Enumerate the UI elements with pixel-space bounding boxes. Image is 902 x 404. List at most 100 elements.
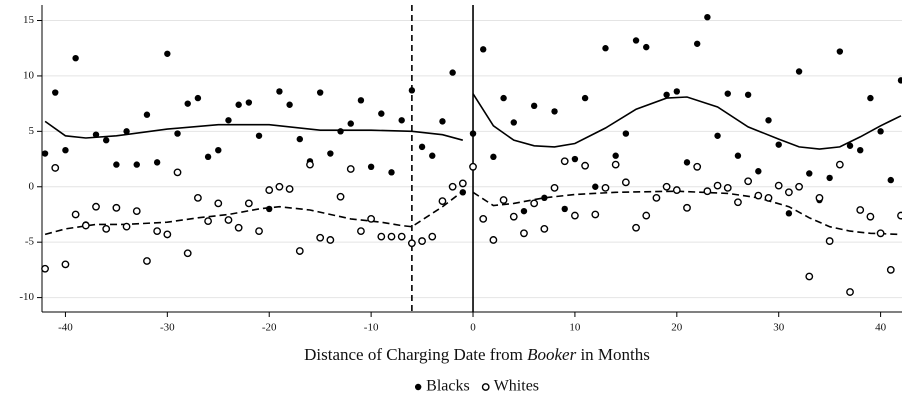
point bbox=[581, 94, 589, 102]
point bbox=[367, 215, 376, 223]
point bbox=[621, 178, 630, 187]
point bbox=[387, 232, 396, 241]
point bbox=[510, 119, 517, 126]
point bbox=[184, 100, 191, 107]
point bbox=[183, 249, 192, 258]
point bbox=[102, 224, 111, 233]
point bbox=[458, 179, 467, 188]
point bbox=[693, 40, 701, 47]
point bbox=[336, 192, 345, 201]
point bbox=[744, 91, 752, 98]
point bbox=[245, 99, 253, 106]
point bbox=[723, 183, 732, 192]
point bbox=[520, 207, 528, 215]
point bbox=[377, 232, 386, 241]
point bbox=[163, 230, 172, 239]
point bbox=[286, 101, 293, 108]
legend-label: Whites bbox=[494, 378, 539, 395]
point bbox=[418, 237, 426, 245]
y-tick-label: 5 bbox=[29, 125, 35, 137]
point bbox=[541, 194, 548, 202]
point bbox=[438, 197, 447, 206]
point bbox=[592, 183, 599, 190]
point bbox=[459, 189, 467, 196]
point bbox=[102, 137, 110, 144]
y-tick-label: 0 bbox=[29, 180, 35, 192]
y-tick-label: 10 bbox=[23, 69, 35, 81]
point bbox=[327, 150, 334, 157]
point bbox=[530, 102, 538, 110]
point bbox=[713, 181, 722, 190]
point bbox=[378, 110, 385, 117]
x-tick-label: -40 bbox=[58, 322, 73, 334]
point bbox=[122, 222, 131, 231]
point bbox=[826, 174, 833, 182]
point bbox=[41, 150, 49, 157]
x-tick-label: -20 bbox=[262, 322, 277, 334]
point bbox=[367, 163, 375, 171]
point bbox=[255, 132, 263, 139]
point bbox=[622, 130, 630, 137]
point bbox=[448, 182, 457, 191]
point bbox=[815, 193, 824, 202]
x-tick-label: 30 bbox=[773, 322, 785, 334]
point bbox=[643, 43, 650, 51]
x-axis-label: Distance of Charging Date from Booker in… bbox=[304, 345, 650, 364]
point bbox=[143, 257, 151, 265]
point bbox=[72, 54, 79, 62]
point bbox=[662, 182, 671, 191]
point bbox=[275, 182, 284, 191]
point bbox=[897, 211, 902, 220]
point bbox=[785, 210, 793, 217]
point bbox=[550, 183, 559, 192]
point bbox=[480, 46, 487, 53]
point bbox=[897, 77, 902, 84]
point bbox=[397, 232, 406, 241]
point bbox=[214, 199, 223, 208]
x-label-part: Booker bbox=[527, 345, 576, 364]
point bbox=[714, 132, 721, 139]
point bbox=[774, 181, 783, 190]
point bbox=[244, 199, 253, 208]
point bbox=[113, 161, 120, 168]
point bbox=[408, 87, 416, 94]
point bbox=[71, 210, 80, 219]
point bbox=[683, 203, 691, 212]
point bbox=[886, 265, 895, 274]
point bbox=[357, 227, 365, 235]
point bbox=[856, 206, 865, 214]
point bbox=[234, 223, 243, 232]
point bbox=[429, 152, 436, 159]
y-tick-label: -10 bbox=[19, 291, 34, 303]
point bbox=[499, 196, 508, 204]
point bbox=[672, 186, 681, 194]
point bbox=[153, 227, 162, 235]
point bbox=[724, 90, 731, 97]
point bbox=[266, 205, 273, 213]
point bbox=[571, 211, 579, 220]
legend: Blacks Whites bbox=[414, 378, 539, 395]
point bbox=[296, 135, 303, 143]
point bbox=[306, 160, 314, 169]
point bbox=[132, 207, 141, 216]
point bbox=[683, 159, 691, 166]
point bbox=[449, 69, 456, 76]
point bbox=[215, 146, 222, 154]
legend-marker bbox=[481, 383, 490, 391]
point bbox=[693, 162, 702, 171]
point bbox=[601, 183, 610, 192]
point bbox=[795, 182, 803, 191]
point bbox=[673, 88, 681, 95]
legend-label: Blacks bbox=[426, 378, 470, 395]
point bbox=[490, 153, 497, 161]
point bbox=[795, 68, 803, 75]
point bbox=[265, 186, 274, 194]
point bbox=[62, 146, 69, 154]
point bbox=[703, 187, 712, 196]
y-tick-label: -5 bbox=[25, 236, 35, 248]
point bbox=[765, 117, 772, 124]
point bbox=[632, 37, 640, 44]
point bbox=[805, 272, 814, 281]
point bbox=[194, 94, 202, 102]
point bbox=[835, 160, 844, 169]
